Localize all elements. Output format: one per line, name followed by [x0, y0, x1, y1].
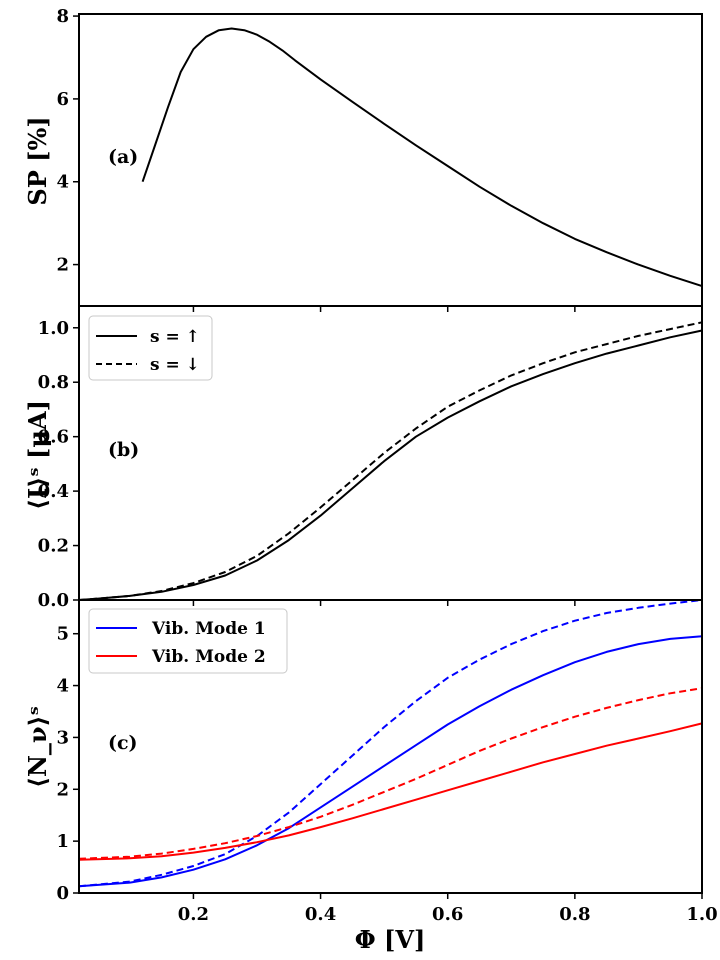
x-tick-label-2: 0.6 — [432, 904, 463, 925]
y-tick-label-0-2: 6 — [56, 89, 69, 110]
x-tick-label-0: 0.2 — [178, 904, 209, 925]
y-tick-label-1-5: 1.0 — [38, 318, 69, 339]
y-tick-label-1-4: 0.8 — [38, 372, 69, 393]
x-tick-label-4: 1.0 — [686, 904, 717, 925]
legend-b-entry-down: s = ↓ — [150, 355, 200, 375]
y-tick-label-0-3: 8 — [56, 6, 69, 27]
y-tick-label-1-2: 0.4 — [38, 481, 69, 502]
y-axis-label-b: ⟨I⟩ˢ [μA] — [23, 400, 52, 510]
series-line-2-1 — [78, 599, 703, 888]
series-line-2-3 — [78, 687, 703, 860]
legend-c: Vib. Mode 1 Vib. Mode 2 — [88, 608, 288, 674]
legend-b: s = ↑ s = ↓ — [88, 315, 213, 381]
y-tick-label-2-4: 4 — [56, 676, 69, 697]
panel-label-b: (b) — [108, 439, 139, 461]
series-line-2-0 — [78, 635, 703, 888]
y-axis-label-c: ⟨N_ν⟩ˢ — [23, 706, 52, 788]
y-tick-label-1-1: 0.2 — [38, 536, 69, 557]
y-axis-label-a: SP [%] — [23, 116, 52, 205]
axes-frame-0 — [78, 13, 703, 307]
series-line-1-0 — [78, 329, 703, 601]
series-line-0-0 — [141, 27, 703, 288]
axes-frame-2 — [78, 599, 703, 894]
legend-b-entry-up: s = ↑ — [150, 327, 200, 347]
y-tick-label-2-5: 5 — [56, 624, 69, 645]
y-tick-label-2-2: 2 — [56, 779, 69, 800]
legend-c-entry-mode1: Vib. Mode 1 — [151, 619, 266, 639]
y-tick-label-2-3: 3 — [56, 727, 69, 748]
y-tick-label-0-0: 2 — [56, 255, 69, 276]
y-tick-label-2-0: 0 — [56, 883, 69, 904]
series-line-2-2 — [78, 722, 703, 861]
x-tick-label-3: 0.8 — [559, 904, 590, 925]
x-tick-label-1: 0.4 — [305, 904, 336, 925]
y-tick-label-1-3: 0.6 — [38, 427, 69, 448]
y-tick-label-1-0: 0.0 — [38, 590, 69, 611]
series-line-1-1 — [78, 321, 703, 601]
y-tick-label-2-1: 1 — [56, 831, 69, 852]
y-tick-label-0-1: 4 — [56, 172, 69, 193]
legend-c-entry-mode2: Vib. Mode 2 — [151, 647, 266, 667]
panel-label-a: (a) — [108, 146, 138, 168]
legend-c-frame — [88, 608, 288, 674]
x-axis-label: Φ [V] — [355, 925, 426, 954]
plot-marks: 2 4 6 8 0.0 0.2 0.4 0.6 0.8 1.0 0 1 2 3 4 5 0.2 0.4 0.6 0.8… — [38, 6, 718, 925]
panel-label-c: (c) — [108, 732, 138, 754]
